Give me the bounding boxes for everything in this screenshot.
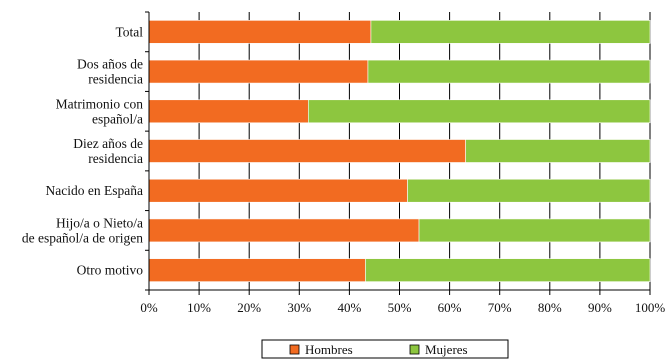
category-label: Hijo/a o Nieto/a de español/a de origen xyxy=(22,215,143,245)
category-label: Nacido en España xyxy=(46,183,143,198)
category-label: Total xyxy=(115,24,143,39)
bar-mujeres-6 xyxy=(365,259,650,282)
bar-mujeres-2 xyxy=(308,100,650,123)
x-tick-label: 60% xyxy=(438,300,462,315)
bar-hombres-6 xyxy=(149,259,365,282)
legend-label-hombres: Hombres xyxy=(305,342,353,357)
x-tick-label: 10% xyxy=(187,300,211,315)
bar-hombres-1 xyxy=(149,60,368,83)
x-tick-label: 50% xyxy=(388,300,412,315)
x-tick-label: 20% xyxy=(237,300,261,315)
legend-label-mujeres: Mujeres xyxy=(425,342,468,357)
category-label: Matrimonio con español/a xyxy=(56,96,144,126)
legend-swatch-mujeres xyxy=(410,345,419,354)
category-label: Dos años de residencia xyxy=(77,57,143,87)
category-label: Otro motivo xyxy=(77,263,144,278)
x-tick-label: 40% xyxy=(337,300,361,315)
bar-hombres-3 xyxy=(149,140,466,163)
category-labels: Total Dos años de residencia Matrimonio con… xyxy=(22,24,143,277)
x-tick-label: 0% xyxy=(140,300,158,315)
x-tick-label: 80% xyxy=(538,300,562,315)
x-tick-label: 30% xyxy=(287,300,311,315)
bar-mujeres-1 xyxy=(368,60,650,83)
bar-mujeres-3 xyxy=(466,140,650,163)
x-tick-label: 100% xyxy=(635,300,666,315)
x-tick-labels: 0% 10% 20% 30% 40% 50% 60% 70% 80% 90% 100% xyxy=(140,300,665,315)
legend: Hombres Mujeres xyxy=(262,340,508,358)
bar-mujeres-4 xyxy=(408,179,650,202)
x-tick-label: 70% xyxy=(488,300,512,315)
bar-hombres-5 xyxy=(149,219,419,242)
x-tick-label: 90% xyxy=(588,300,612,315)
bar-hombres-2 xyxy=(149,100,308,123)
bar-mujeres-5 xyxy=(419,219,650,242)
category-label: Diez años de residencia xyxy=(73,136,143,166)
bar-mujeres-0 xyxy=(371,20,650,43)
bar-hombres-0 xyxy=(149,20,371,43)
bar-hombres-4 xyxy=(149,179,408,202)
legend-swatch-hombres xyxy=(290,345,299,354)
